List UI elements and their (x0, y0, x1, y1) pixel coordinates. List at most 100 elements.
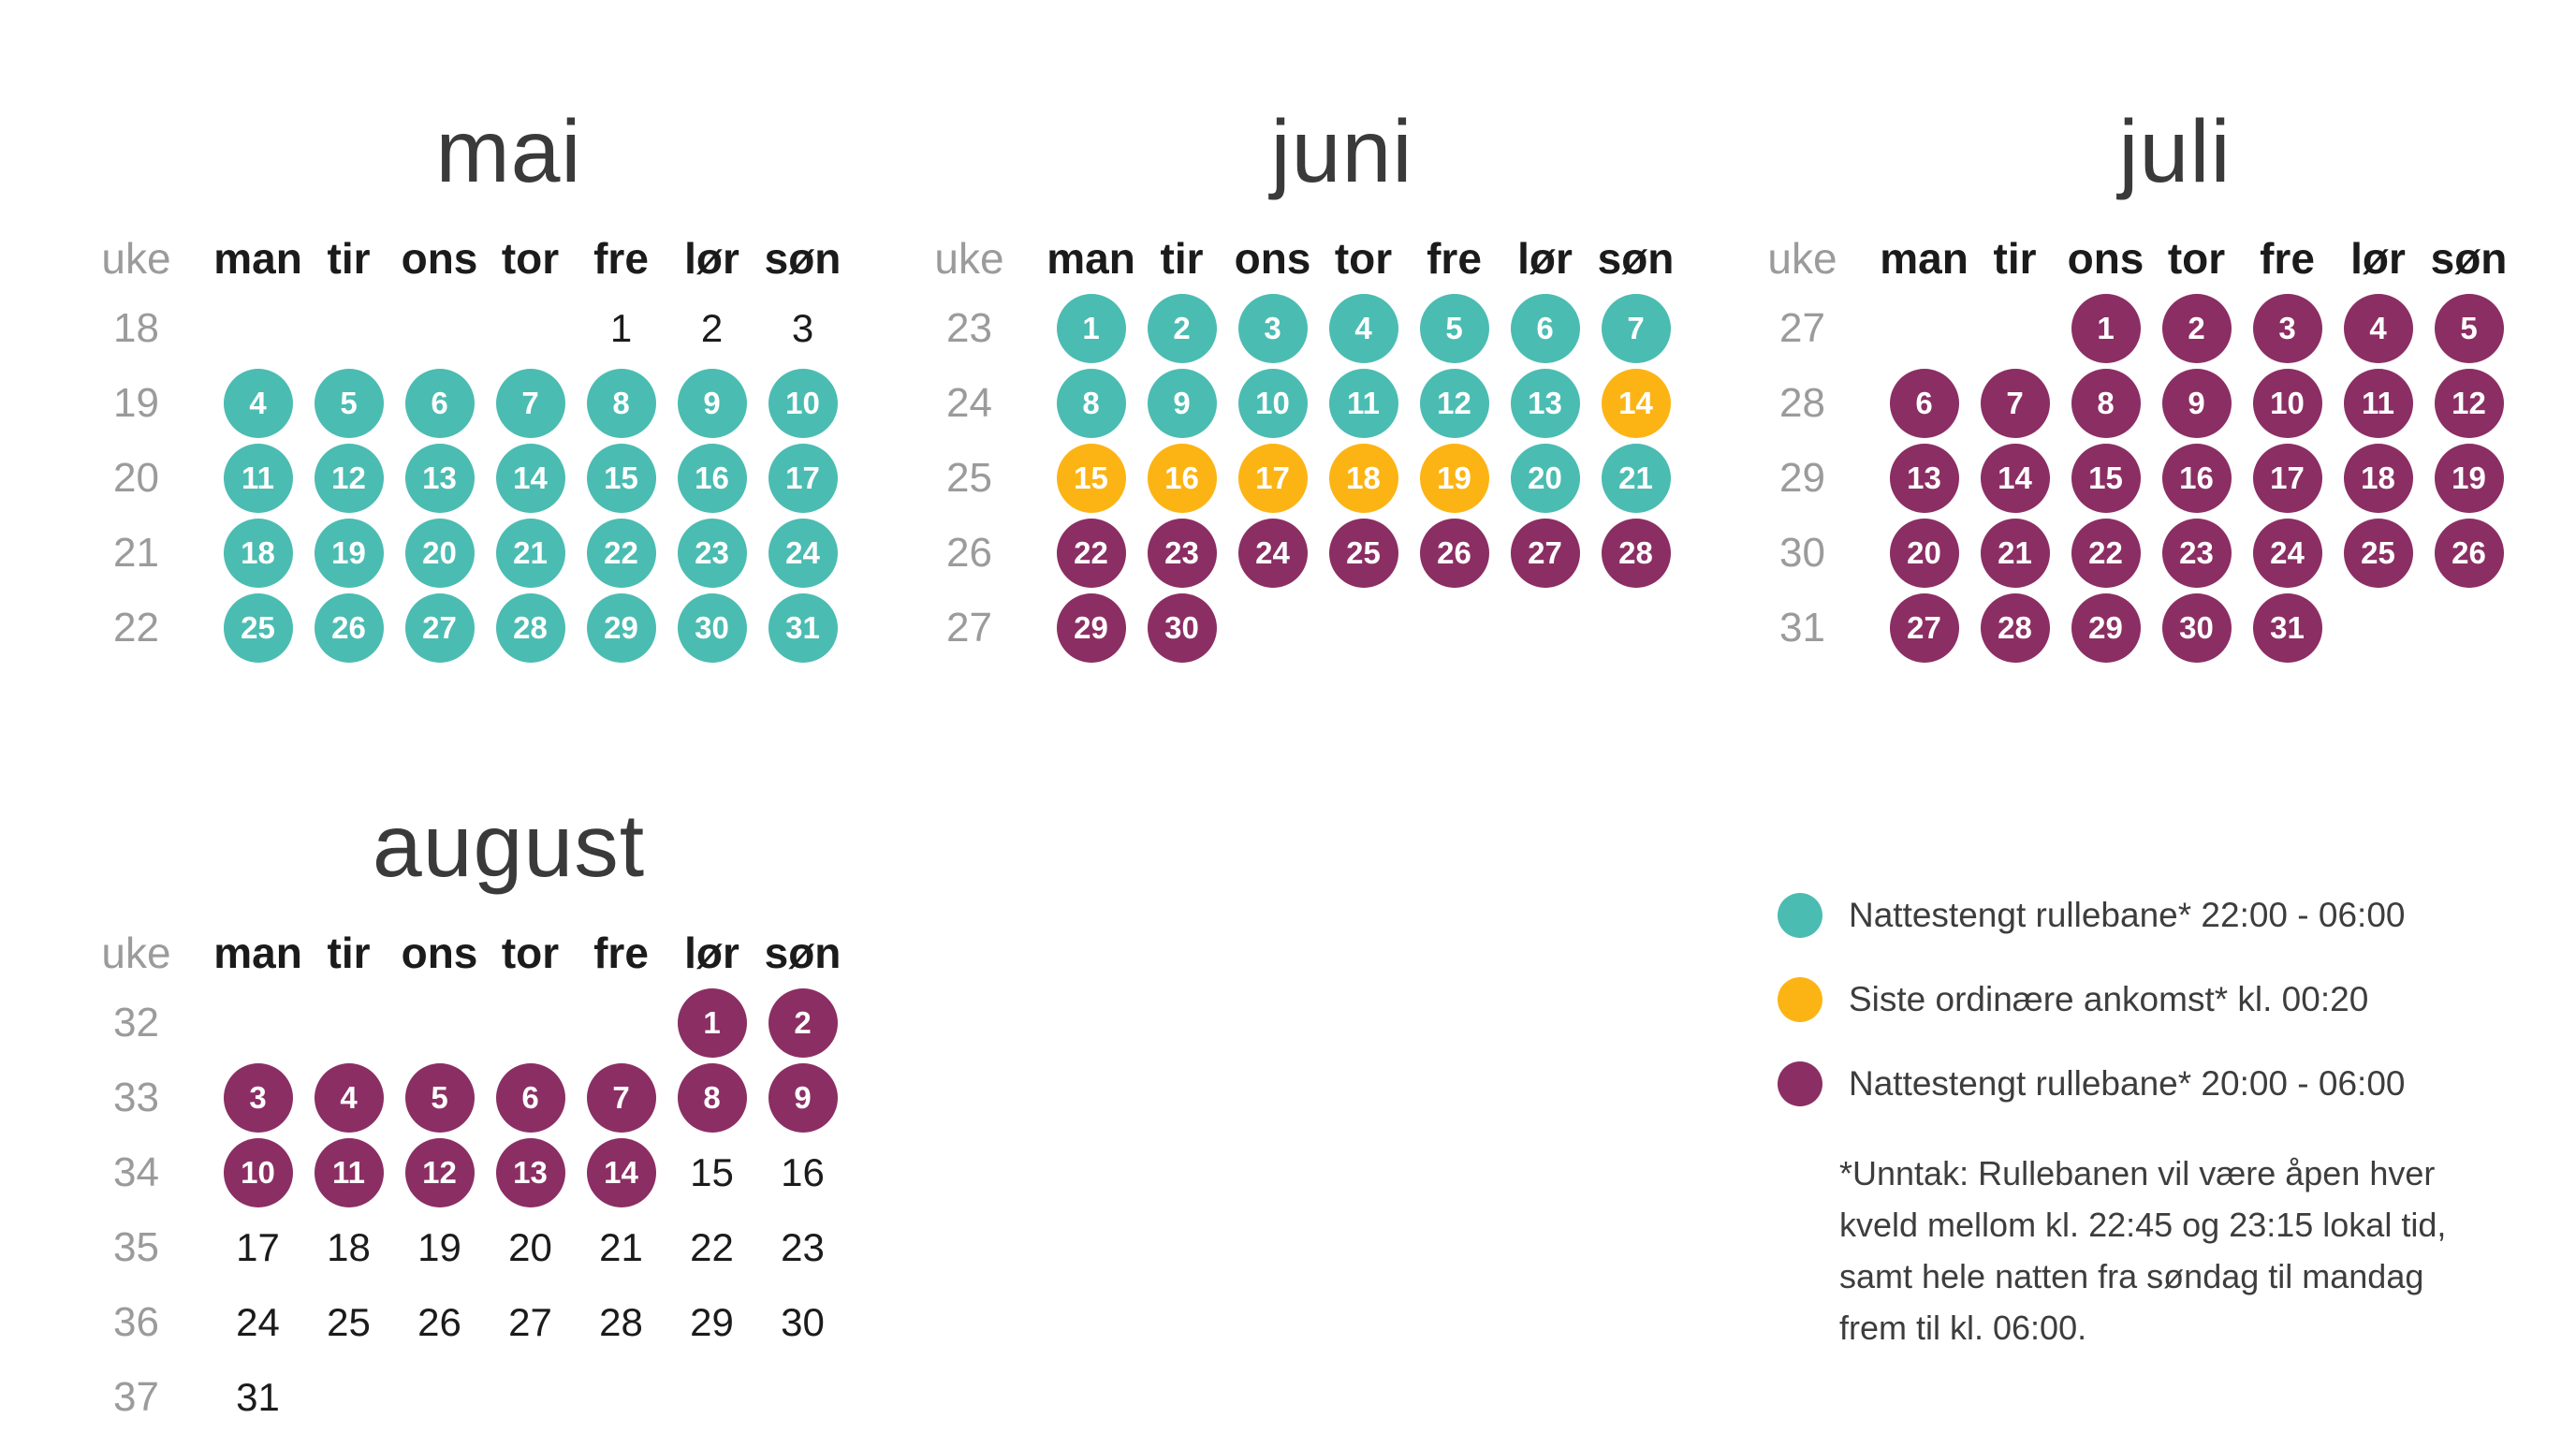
day-marker-teal: 9 (677, 369, 747, 438)
day-marker-teal: 10 (768, 369, 838, 438)
day-number: 3 (791, 306, 814, 350)
legend-label: Nattestengt rullebane* 20:00 - 06:00 (1849, 1064, 2406, 1103)
day-cell: 9 (666, 366, 757, 441)
day-marker-teal: 1 (1056, 294, 1126, 363)
day-cell: 2 (757, 986, 848, 1060)
month-mai: mai uke man tir ons tor fre lør søn 18 1 2 3 19 4 5 6 7 8 9… (60, 98, 848, 665)
day-marker-teal: 11 (1328, 369, 1398, 438)
day-cell: 7 (1969, 366, 2060, 441)
day-number: 28 (599, 1300, 643, 1344)
day-marker-yellow: 15 (1056, 444, 1126, 513)
footnote: *Unntak: Rullebanen vil være åpen hver k… (1839, 1154, 2447, 1347)
day-marker-teal: 11 (223, 444, 293, 513)
day-marker-teal: 18 (223, 519, 293, 588)
week-number: 28 (1779, 380, 1825, 426)
day-marker-teal: 9 (1147, 369, 1217, 438)
month-grid: uke man tir ons tor fre lør søn 32 1 2 33 3 4 5 6 7 8 9 34 1… (60, 920, 848, 1435)
day-cell: 14 (1590, 366, 1681, 441)
day-cell: 27 (485, 1285, 576, 1360)
day-cell: 1 (1046, 291, 1136, 366)
day-cell: 25 (1318, 516, 1409, 591)
day-header-tor: tor (1334, 234, 1393, 283)
day-marker-purple: 25 (1328, 519, 1398, 588)
day-cell: 8 (666, 1060, 757, 1135)
empty-cell (212, 986, 303, 1060)
week-number: 21 (113, 530, 159, 576)
day-header-man: man (213, 234, 302, 283)
empty-cell (576, 986, 666, 1060)
day-cell: 6 (1879, 366, 1969, 441)
empty-cell (394, 986, 485, 1060)
day-marker-purple: 10 (2252, 369, 2322, 438)
day-cell: 9 (2151, 366, 2242, 441)
day-cell: 18 (2333, 441, 2423, 516)
day-header-man: man (1880, 234, 1969, 283)
day-marker-purple: 15 (2071, 444, 2141, 513)
day-marker-teal: 15 (586, 444, 656, 513)
day-marker-purple: 18 (2343, 444, 2413, 513)
month-title: juli (2118, 102, 2232, 201)
day-marker-purple: 4 (2343, 294, 2413, 363)
day-cell: 14 (576, 1135, 666, 1210)
day-header-man: man (1046, 234, 1135, 283)
day-marker-purple: 11 (2343, 369, 2413, 438)
empty-cell (2423, 591, 2514, 665)
day-cell: 29 (1046, 591, 1136, 665)
day-marker-teal: 14 (495, 444, 565, 513)
day-marker-purple: 6 (495, 1063, 565, 1133)
week-number: 22 (113, 605, 159, 651)
week-number: 30 (1779, 530, 1825, 576)
week-number: 34 (113, 1149, 159, 1195)
day-cell: 4 (303, 1060, 394, 1135)
day-marker-purple: 29 (2071, 593, 2141, 663)
day-cell: 13 (485, 1135, 576, 1210)
week-number: 32 (113, 1000, 159, 1046)
day-cell: 16 (2151, 441, 2242, 516)
day-marker-purple: 13 (495, 1138, 565, 1207)
empty-cell (394, 1360, 485, 1435)
day-number: 20 (508, 1225, 552, 1269)
day-cell: 16 (757, 1135, 848, 1210)
day-marker-teal: 7 (1601, 294, 1671, 363)
day-marker-teal: 26 (314, 593, 384, 663)
day-cell: 5 (303, 366, 394, 441)
day-marker-purple: 8 (677, 1063, 747, 1133)
day-marker-teal: 2 (1147, 294, 1217, 363)
empty-cell (485, 291, 576, 366)
day-cell: 1 (576, 291, 666, 366)
day-cell: 15 (666, 1135, 757, 1210)
day-cell: 31 (757, 591, 848, 665)
empty-cell (485, 986, 576, 1060)
day-marker-purple: 28 (1601, 519, 1671, 588)
day-cell: 19 (303, 516, 394, 591)
day-cell: 12 (2423, 366, 2514, 441)
day-cell: 2 (2151, 291, 2242, 366)
day-cell: 13 (394, 441, 485, 516)
day-cell: 30 (757, 1285, 848, 1360)
legend: Nattestengt rullebane* 22:00 - 06:00 Sist… (1778, 892, 2405, 1107)
week-column-header: uke (101, 929, 171, 977)
day-marker-teal: 20 (404, 519, 475, 588)
day-marker-teal: 8 (586, 369, 656, 438)
day-cell: 22 (576, 516, 666, 591)
day-marker-purple: 26 (1419, 519, 1489, 588)
day-header-tir: tir (327, 929, 371, 977)
day-marker-teal: 24 (768, 519, 838, 588)
day-header-ons: ons (401, 234, 478, 283)
empty-cell (303, 986, 394, 1060)
day-marker-teal: 12 (314, 444, 384, 513)
month-august: august uke man tir ons tor fre lør søn 32 1 2 33 3 4 5 6… (60, 793, 848, 1435)
day-cell: 24 (212, 1285, 303, 1360)
day-cell: 11 (303, 1135, 394, 1210)
day-marker-teal: 20 (1510, 444, 1580, 513)
day-marker-teal: 25 (223, 593, 293, 663)
day-header-tir: tir (1993, 234, 2037, 283)
week-number: 29 (1779, 455, 1825, 501)
day-cell: 6 (1500, 291, 1590, 366)
day-cell: 21 (576, 1210, 666, 1285)
legend-label: Siste ordinære ankomst* kl. 00:20 (1849, 980, 2369, 1018)
day-marker-yellow: 19 (1419, 444, 1489, 513)
empty-cell (1409, 591, 1500, 665)
day-cell: 20 (485, 1210, 576, 1285)
day-cell: 5 (394, 1060, 485, 1135)
